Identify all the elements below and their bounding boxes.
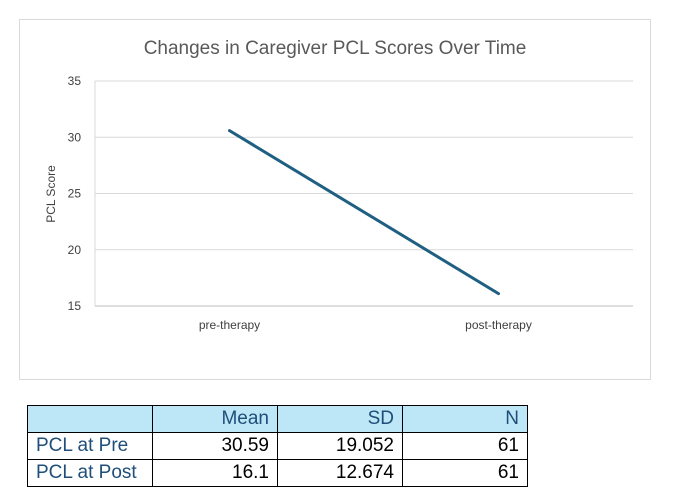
x-tick-labels: pre-therapy post-therapy: [199, 318, 532, 332]
n-cell: 61: [402, 459, 528, 487]
sd-cell: 12.674: [277, 459, 403, 487]
y-tick-label: 30: [68, 130, 82, 144]
y-tick-label: 35: [68, 74, 82, 88]
y-axis-label: PCL Score: [44, 165, 58, 223]
table-header-mean: Mean: [152, 405, 278, 433]
table-header-sd: SD: [277, 405, 403, 433]
mean-cell: 30.59: [152, 432, 278, 460]
y-tick-label: 25: [68, 187, 82, 201]
x-tick-label: pre-therapy: [199, 318, 260, 332]
row-label: PCL at Pre: [27, 432, 153, 460]
x-tick-label: post-therapy: [465, 318, 532, 332]
table-row: PCL at Pre 30.59 19.052 61: [27, 432, 528, 460]
table-header-n: N: [402, 405, 528, 433]
y-tick-label: 15: [68, 299, 82, 313]
stats-table: Mean SD N PCL at Pre 30.59 19.052 61 PCL…: [27, 405, 528, 487]
y-tick-label: 20: [68, 243, 82, 257]
gridlines: [94, 80, 633, 307]
mean-cell: 16.1: [152, 459, 278, 487]
series-line: [228, 129, 500, 296]
table-row: PCL at Post 16.1 12.674 61: [27, 459, 528, 487]
sd-cell: 19.052: [277, 432, 403, 460]
y-tick-labels: 15 20 25 30 35: [68, 74, 82, 313]
series-lines: [228, 129, 500, 296]
chart-title: Changes in Caregiver PCL Scores Over Tim…: [144, 38, 527, 59]
line-chart: Changes in Caregiver PCL Scores Over Tim…: [44, 38, 633, 332]
table-header-corner: [27, 405, 153, 433]
n-cell: 61: [402, 432, 528, 460]
chart-frame: [19, 19, 651, 380]
table-header-row: Mean SD N: [27, 405, 528, 433]
row-label: PCL at Post: [27, 459, 153, 487]
